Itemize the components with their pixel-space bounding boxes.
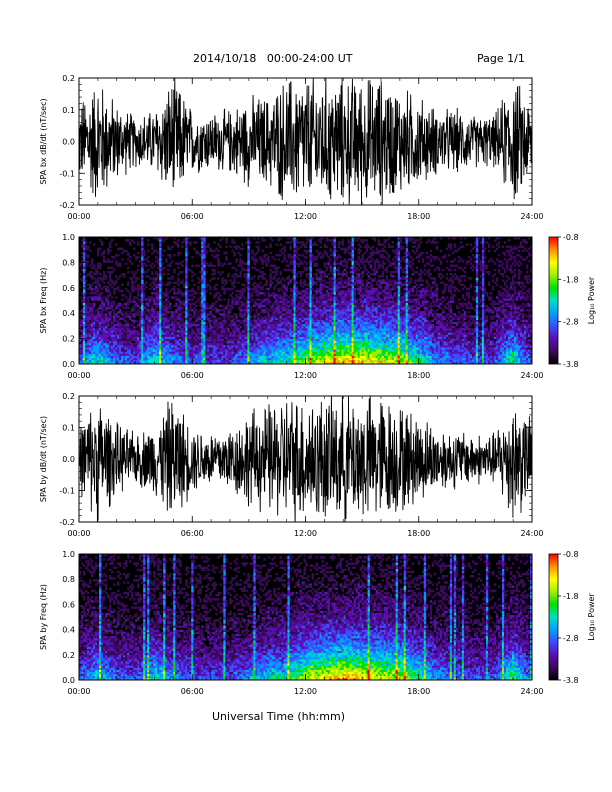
colorbar-tick-label: -3.8 bbox=[563, 360, 579, 369]
panel-1: -0.2 -0.1 0.0 0.1 0.2 00:00 06:00 12:00 18:00 24:… bbox=[39, 74, 544, 221]
colorbar-label: Log₁₀ Power bbox=[587, 593, 596, 641]
x-tick-label: 12:00 bbox=[294, 371, 317, 380]
y-tick-label: -0.1 bbox=[59, 169, 75, 178]
y-tick-label: 0.1 bbox=[62, 424, 75, 433]
x-tick-label: 00:00 bbox=[67, 529, 90, 538]
y-tick-label: 0.8 bbox=[62, 258, 75, 267]
heatmap-cells bbox=[79, 237, 532, 364]
x-tick-label: 18:00 bbox=[407, 212, 430, 221]
y-tick-label: 0.1 bbox=[62, 106, 75, 115]
x-tick-label: 00:00 bbox=[67, 687, 90, 696]
y-axis-label: SPA by Freq (Hz) bbox=[39, 584, 48, 650]
x-axis-title: Universal Time (hh:mm) bbox=[212, 710, 345, 723]
page-title: 2014/10/18 00:00-24:00 UT bbox=[193, 52, 353, 65]
x-tick-label: 18:00 bbox=[407, 687, 430, 696]
y-tick-label: 1.0 bbox=[62, 550, 75, 559]
x-tick-label: 06:00 bbox=[181, 212, 204, 221]
y-tick-label: -0.1 bbox=[59, 487, 75, 496]
heatmap-cells bbox=[79, 554, 532, 680]
x-tick-label: 06:00 bbox=[181, 687, 204, 696]
y-tick-label: 0.2 bbox=[62, 392, 75, 401]
colorbar bbox=[548, 553, 559, 681]
colorbar-tick-label: -3.8 bbox=[563, 676, 579, 685]
x-tick-label: 24:00 bbox=[520, 687, 543, 696]
y-axis-label: SPA by dB/dt (nT/sec) bbox=[39, 416, 48, 502]
panel-3: -0.2 -0.1 0.0 0.1 0.2 00:00 06:00 12:00 18:00 24:… bbox=[39, 392, 544, 538]
colorbar-tick-label: -0.8 bbox=[563, 233, 579, 242]
waveform-series bbox=[79, 78, 532, 205]
panel-2: -0.8 -1.8 -2.8 -3.8 Log₁₀ Power 0.0 0.2 0.4 0.6 0… bbox=[39, 233, 596, 380]
x-tick-label: 12:00 bbox=[294, 212, 317, 221]
y-tick-label: 0.0 bbox=[62, 676, 75, 685]
page-number: Page 1/1 bbox=[477, 52, 525, 65]
y-tick-label: 0.2 bbox=[62, 74, 75, 83]
colorbar-label: Log₁₀ Power bbox=[587, 276, 596, 324]
colorbar-tick-label: -2.8 bbox=[563, 318, 579, 327]
y-axis-label: SPA bx dB/dt (nT/sec) bbox=[39, 98, 48, 184]
y-tick-label: 0.2 bbox=[62, 335, 75, 344]
x-tick-label: 24:00 bbox=[520, 529, 543, 538]
panel-4: -0.8 -1.8 -2.8 -3.8 Log₁₀ Power 0.0 0.2 0.4 0.6 0… bbox=[39, 550, 596, 696]
x-tick-label: 24:00 bbox=[520, 212, 543, 221]
x-tick-label: 00:00 bbox=[67, 371, 90, 380]
colorbar-tick-label: -0.8 bbox=[563, 550, 579, 559]
x-tick-label: 24:00 bbox=[520, 371, 543, 380]
x-tick-label: 12:00 bbox=[294, 529, 317, 538]
y-axis-label: SPA bx Freq (Hz) bbox=[39, 268, 48, 334]
y-tick-label: 0.6 bbox=[62, 600, 75, 609]
x-tick-label: 06:00 bbox=[181, 529, 204, 538]
y-tick-label: 0.0 bbox=[62, 138, 75, 147]
x-tick-label: 12:00 bbox=[294, 687, 317, 696]
y-tick-label: 0.4 bbox=[62, 626, 75, 635]
x-tick-label: 06:00 bbox=[181, 371, 204, 380]
y-tick-label: 0.0 bbox=[62, 455, 75, 464]
y-tick-label: 0.8 bbox=[62, 575, 75, 584]
waveform-series bbox=[79, 396, 532, 522]
y-tick-label: 0.4 bbox=[62, 309, 75, 318]
colorbar-tick-label: -2.8 bbox=[563, 634, 579, 643]
y-tick-label: 0.0 bbox=[62, 360, 75, 369]
colorbar-tick-label: -1.8 bbox=[563, 592, 579, 601]
y-tick-label: 0.2 bbox=[62, 651, 75, 660]
colorbar-tick-label: -1.8 bbox=[563, 275, 579, 284]
x-tick-label: 18:00 bbox=[407, 529, 430, 538]
y-tick-label: 0.6 bbox=[62, 284, 75, 293]
y-tick-label: -0.2 bbox=[59, 518, 75, 527]
colorbar bbox=[548, 236, 559, 365]
x-tick-label: 00:00 bbox=[67, 212, 90, 221]
y-tick-label: 1.0 bbox=[62, 233, 75, 242]
x-tick-label: 18:00 bbox=[407, 371, 430, 380]
y-tick-label: -0.2 bbox=[59, 201, 75, 210]
